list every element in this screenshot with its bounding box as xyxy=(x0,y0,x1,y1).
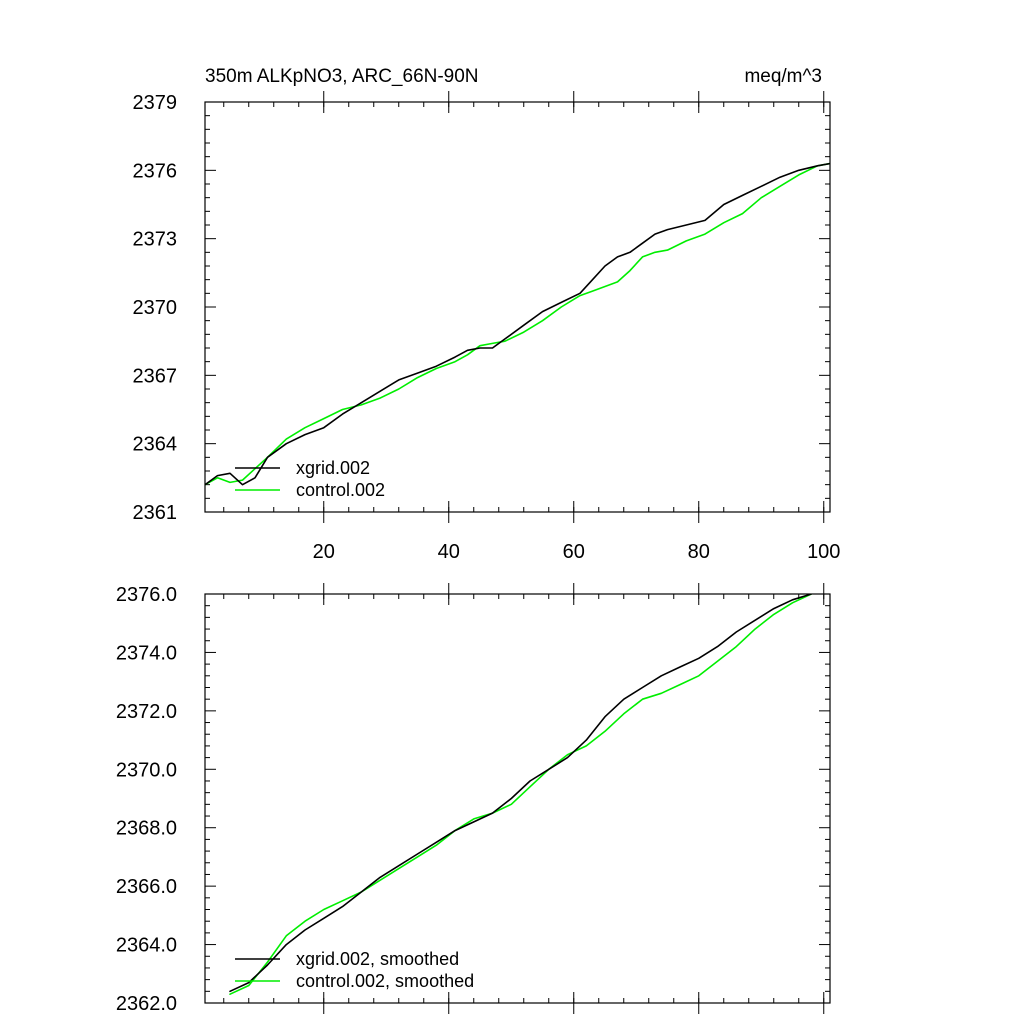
legend-label: xgrid.002, smoothed xyxy=(296,949,459,969)
y-tick-label: 2372.0 xyxy=(116,701,177,723)
units-label: meq/m^3 xyxy=(744,66,822,87)
y-tick-label: 2366.0 xyxy=(116,876,177,898)
x-tick-label: 80 xyxy=(688,541,710,563)
plot-frame xyxy=(204,593,831,1004)
x-tick-label: 60 xyxy=(563,541,585,563)
legend-label: xgrid.002 xyxy=(296,458,370,478)
series-line-control xyxy=(205,162,830,486)
legend-label: control.002, smoothed xyxy=(296,971,474,991)
y-tick-label: 2362.0 xyxy=(116,993,177,1015)
legend-label: control.002 xyxy=(296,480,385,500)
y-tick-label: 2373 xyxy=(133,229,178,251)
chart-title: 350m ALKpNO3, ARC_66N-90N xyxy=(205,66,479,87)
y-tick-label: 2374.0 xyxy=(116,642,177,664)
series-line-control xyxy=(229,594,813,996)
x-tick-label: 40 xyxy=(438,541,460,563)
bottom-chart-panel: 2362.0 2364.0 2366.0 2368.0 2370.0 2372.0 2374… xyxy=(116,583,831,1015)
y-tick-label: 2364 xyxy=(133,434,178,456)
y-tick-label: 2368.0 xyxy=(116,818,177,840)
y-tick-label: 2376.0 xyxy=(116,584,177,606)
x-tick-label: 20 xyxy=(313,541,335,563)
y-tick-label: 2370.0 xyxy=(116,759,177,781)
y-tick-label: 2364.0 xyxy=(116,935,177,957)
series-line-xgrid xyxy=(205,162,830,486)
y-tick-label: 2370 xyxy=(133,297,178,319)
y-tick-label: 2367 xyxy=(133,365,178,387)
y-tick-label: 2379 xyxy=(133,92,178,114)
y-tick-label: 2376 xyxy=(133,160,178,182)
top-chart-panel: 20 40 60 80 100 2361 2364 2367 2370 2373 2376 2379 3… xyxy=(133,66,841,563)
x-tick-label: 100 xyxy=(807,541,840,563)
y-tick-label: 2361 xyxy=(133,502,178,524)
series-line-xgrid xyxy=(229,594,813,993)
